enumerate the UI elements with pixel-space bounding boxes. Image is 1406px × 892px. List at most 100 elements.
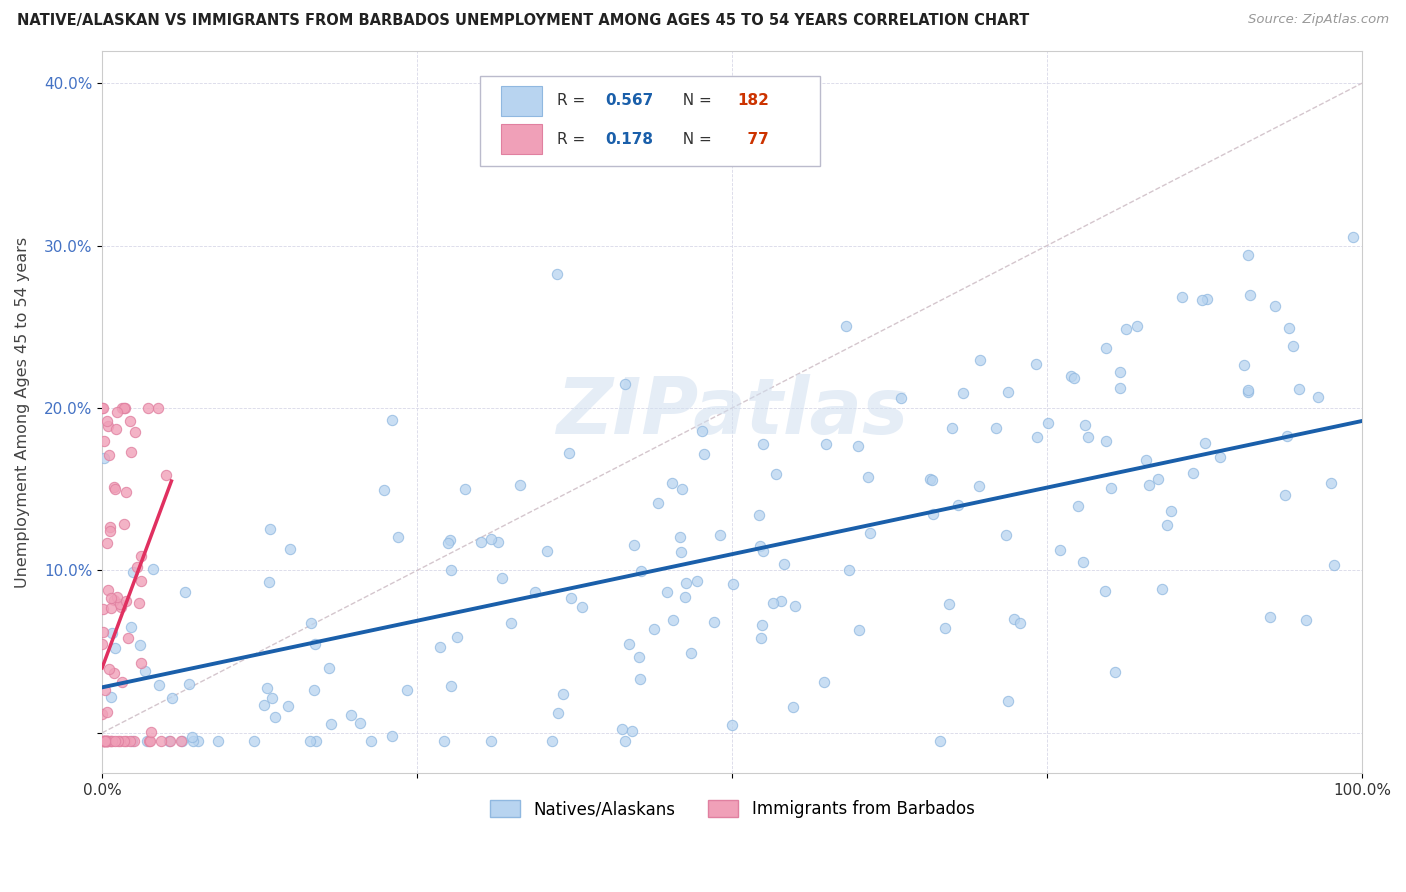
Point <box>1152 582 1174 597</box>
Point <box>749 539 772 553</box>
Point <box>340 708 363 723</box>
Point <box>98 448 121 462</box>
Point <box>765 467 787 481</box>
Text: 77: 77 <box>737 132 769 146</box>
Point <box>856 470 879 484</box>
Point <box>97 582 120 597</box>
Point <box>952 385 974 400</box>
Point <box>97 662 120 676</box>
Point <box>107 590 129 604</box>
Point <box>523 584 546 599</box>
Point <box>429 640 451 654</box>
Point <box>104 734 127 748</box>
Point <box>436 536 458 550</box>
Point <box>686 574 709 588</box>
Point <box>454 483 477 497</box>
Point <box>1077 430 1099 444</box>
Point <box>101 625 124 640</box>
Point <box>100 591 122 606</box>
Point <box>1274 488 1296 502</box>
Point <box>129 549 152 563</box>
Point <box>934 621 956 635</box>
Text: 0.178: 0.178 <box>605 132 652 146</box>
Point <box>128 596 150 610</box>
Point <box>108 597 131 611</box>
Point <box>692 447 714 461</box>
Point <box>131 656 153 670</box>
Point <box>613 376 636 391</box>
Point <box>571 600 593 615</box>
Text: R =: R = <box>557 132 591 146</box>
Point <box>560 591 582 606</box>
Point <box>104 422 127 436</box>
Point <box>96 414 118 428</box>
Point <box>142 561 165 575</box>
Point <box>1067 499 1090 513</box>
Point <box>1233 358 1256 372</box>
Point <box>103 593 125 607</box>
Text: 182: 182 <box>737 94 769 109</box>
Point <box>655 585 678 599</box>
Point <box>1288 382 1310 396</box>
Point <box>101 734 124 748</box>
Text: N =: N = <box>673 94 717 109</box>
Point <box>117 631 139 645</box>
Point <box>381 413 404 427</box>
Point <box>125 560 148 574</box>
Point <box>100 520 122 534</box>
Point <box>114 485 136 500</box>
Point <box>835 319 858 334</box>
Point <box>1146 472 1168 486</box>
Point <box>93 434 115 448</box>
Point <box>541 734 564 748</box>
Point <box>848 624 870 638</box>
Point <box>813 674 835 689</box>
Point <box>920 472 942 486</box>
Point <box>499 615 522 630</box>
Point <box>921 474 943 488</box>
Point <box>91 707 114 722</box>
Point <box>1137 478 1160 492</box>
Point <box>546 267 568 281</box>
Point <box>623 537 645 551</box>
Point <box>110 599 132 614</box>
Point <box>994 528 1017 542</box>
Point <box>846 439 869 453</box>
Point <box>1160 503 1182 517</box>
Point <box>1025 357 1047 371</box>
Point <box>98 734 121 748</box>
Point <box>1099 481 1122 495</box>
Point <box>1025 430 1047 444</box>
Point <box>1104 665 1126 680</box>
Point <box>94 683 117 698</box>
Point <box>174 585 197 599</box>
Point <box>1115 322 1137 336</box>
Point <box>536 543 558 558</box>
Point <box>491 571 513 585</box>
Point <box>751 618 773 632</box>
Point <box>112 516 135 531</box>
Point <box>547 706 569 721</box>
Point <box>136 401 159 415</box>
Point <box>1306 390 1329 404</box>
Point <box>305 734 328 748</box>
Point <box>373 483 395 497</box>
Point <box>91 624 114 639</box>
Point <box>93 734 115 748</box>
Point <box>1049 543 1071 558</box>
Point <box>440 679 463 693</box>
Point <box>969 352 991 367</box>
Point <box>1156 518 1178 533</box>
Point <box>941 421 963 435</box>
Point <box>93 401 115 415</box>
Point <box>1095 341 1118 355</box>
Point <box>129 574 152 588</box>
Point <box>135 734 157 748</box>
Point <box>749 631 772 645</box>
Point <box>112 401 135 415</box>
Point <box>108 734 131 748</box>
Point <box>1036 416 1059 430</box>
Point <box>112 734 135 748</box>
Point <box>179 676 201 690</box>
Point <box>97 734 120 748</box>
